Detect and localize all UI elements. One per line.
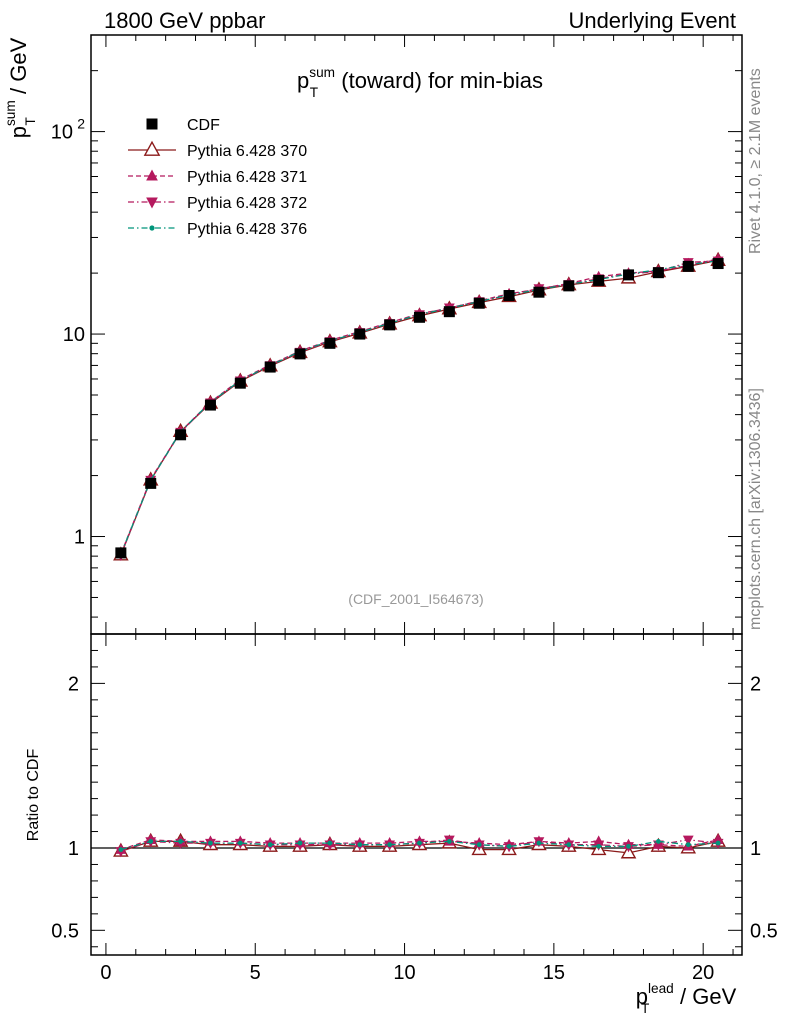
data-point: [324, 337, 336, 349]
data-point: [146, 197, 158, 209]
y-tick-label: 10: [51, 122, 73, 144]
y-tick-label: 1: [74, 527, 85, 549]
data-point: [506, 843, 512, 849]
legend-label: Pythia 6.428 376: [187, 221, 307, 238]
ratio-panel: 0 5 10 15 20 0.5 0.5 1 1 2 2 plead T / GeV Ratio to C…: [25, 633, 778, 1016]
data-point: [175, 429, 187, 441]
data-point: [354, 328, 366, 340]
data-point: [143, 140, 161, 156]
data-point: [146, 169, 158, 181]
data-point: [536, 840, 542, 846]
series-pythia-6-428-376: [118, 839, 721, 853]
y-tick-label-right: 0.5: [750, 920, 778, 942]
ratio-plot-frame: [90, 633, 743, 956]
y-tick-label: 0.5: [51, 920, 79, 942]
data-point: [655, 839, 661, 844]
data-point: [178, 839, 183, 844]
data-point: [115, 847, 127, 858]
data-point: [566, 842, 572, 848]
data-point: [413, 311, 425, 323]
data-point: [115, 547, 127, 559]
data-point: [146, 118, 158, 130]
data-point: [652, 267, 664, 279]
data-point: [208, 840, 213, 846]
series-cdf: [115, 258, 724, 559]
data-point: [387, 842, 393, 848]
data-point: [357, 842, 363, 848]
data-point: [715, 840, 721, 846]
y-tick-label: 1: [68, 838, 79, 860]
data-point: [712, 258, 724, 270]
header-right: Underlying Event: [568, 8, 736, 33]
data-point: [623, 269, 635, 281]
data-point: [533, 286, 545, 298]
x-tick-label: 5: [250, 962, 261, 984]
legend-label: Pythia 6.428 370: [187, 143, 307, 160]
legend-label: CDF: [187, 117, 220, 134]
chart-title: psum T (toward) for min-bias: [297, 65, 543, 100]
data-point: [652, 840, 664, 851]
data-point: [145, 477, 157, 489]
data-point: [294, 348, 306, 360]
y-axis-label: psum T / GeV: [3, 37, 38, 138]
data-point: [148, 839, 154, 844]
data-point: [626, 843, 631, 849]
x-axis-label: plead T / GeV: [636, 981, 737, 1016]
data-point: [682, 835, 694, 846]
data-point: [204, 399, 216, 411]
series-line: [120, 258, 719, 555]
x-tick-label: 10: [393, 962, 415, 984]
data-point: [685, 842, 691, 848]
data-point: [149, 225, 155, 231]
data-point: [682, 260, 694, 272]
data-point: [593, 274, 605, 286]
data-point: [563, 280, 575, 292]
y-tick-label-right: 2: [750, 673, 761, 695]
data-point: [417, 840, 422, 846]
data-point: [596, 843, 602, 849]
data-point: [384, 319, 396, 331]
legend-label: Pythia 6.428 372: [187, 195, 307, 212]
data-point: [503, 290, 515, 302]
y-tick-label-exponent: 2: [77, 116, 85, 132]
ratio-y-axis-label: Ratio to CDF: [25, 749, 42, 842]
data-point: [476, 842, 482, 848]
data-point: [443, 306, 455, 318]
data-point: [237, 840, 243, 846]
legend-label: Pythia 6.428 371: [187, 169, 307, 186]
data-point: [234, 377, 246, 389]
legend: CDF Pythia 6.428 370 Pythia 6.428 371 Pythi…: [128, 117, 307, 238]
x-tick-label: 20: [692, 962, 714, 984]
data-point: [118, 847, 124, 853]
analysis-watermark: (CDF_2001_I564673): [348, 591, 483, 607]
data-point: [297, 840, 303, 846]
y-tick-label: 10: [63, 324, 85, 346]
data-point: [446, 839, 452, 844]
data-point: [267, 842, 273, 848]
data-point: [327, 840, 333, 846]
y-tick-label-right: 1: [750, 838, 761, 860]
data-point: [264, 361, 276, 373]
x-tick-label: 15: [543, 962, 565, 984]
data-point: [473, 297, 485, 309]
header-left: 1800 GeV ppbar: [104, 8, 266, 33]
x-tick-label: 0: [100, 962, 111, 984]
y-tick-label: 2: [68, 673, 79, 695]
